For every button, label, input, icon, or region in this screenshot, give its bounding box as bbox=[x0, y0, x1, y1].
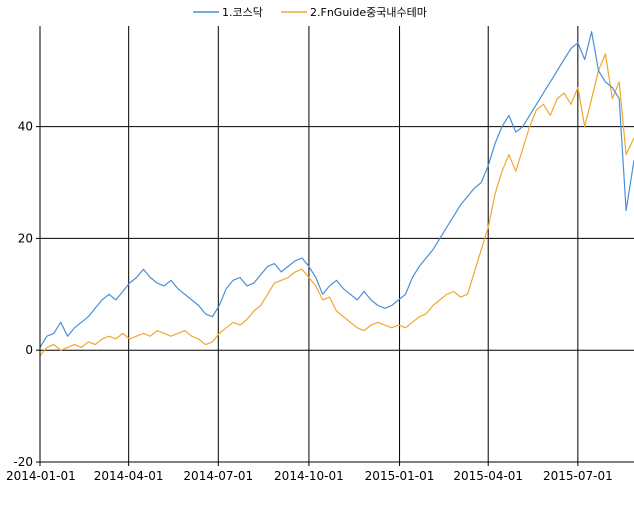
x-tick-label: 2014-07-01 bbox=[183, 469, 253, 483]
series-line-kosdaq bbox=[39, 31, 634, 348]
x-tick-label: 2014-01-01 bbox=[6, 469, 76, 483]
y-tick-label: 0 bbox=[25, 343, 33, 357]
x-tick-label: 2014-04-01 bbox=[94, 469, 164, 483]
series-line-fnguide bbox=[39, 53, 634, 357]
y-tick-label: 40 bbox=[18, 120, 33, 134]
x-tick-label: 2014-10-01 bbox=[274, 469, 344, 483]
x-tick-label: 2015-01-01 bbox=[365, 469, 435, 483]
x-tick-label: 2015-07-01 bbox=[543, 469, 613, 483]
y-tick-label: -20 bbox=[13, 455, 33, 469]
x-tick-label: 2015-04-01 bbox=[453, 469, 523, 483]
series-lines bbox=[39, 31, 634, 357]
legend: 1.코스닥 2.FnGuide중국내수테마 bbox=[193, 6, 427, 19]
y-axis-ticks: -20 0 20 40 bbox=[13, 120, 33, 469]
legend-label-kosdaq: 1.코스닥 bbox=[222, 6, 263, 19]
y-tick-label: 20 bbox=[18, 231, 33, 245]
legend-label-fnguide: 2.FnGuide중국내수테마 bbox=[310, 6, 427, 19]
x-axis-ticks: 2014-01-01 2014-04-01 2014-07-01 2014-10-01… bbox=[6, 469, 613, 483]
